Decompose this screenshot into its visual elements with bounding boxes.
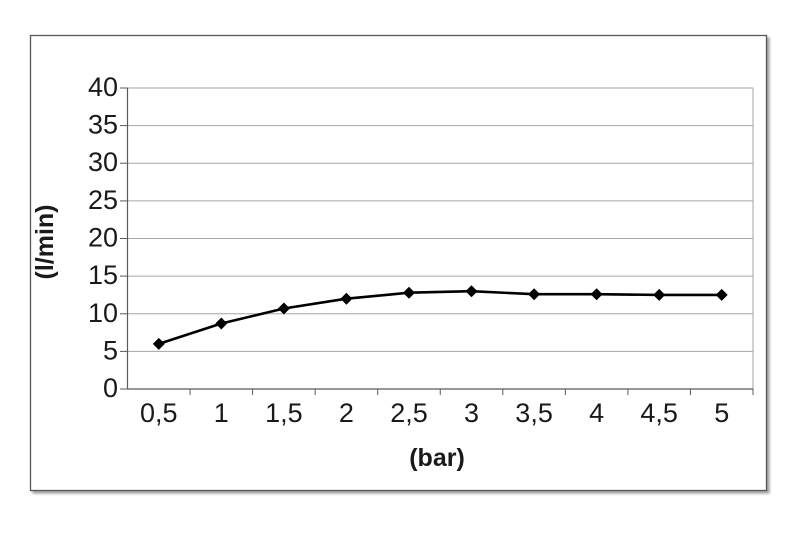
svg-text:2,5: 2,5 [390,398,428,428]
svg-text:30: 30 [88,147,118,177]
svg-text:4: 4 [589,398,604,428]
svg-text:1,5: 1,5 [265,398,303,428]
svg-text:2: 2 [339,398,354,428]
svg-text:10: 10 [88,298,118,328]
svg-text:3: 3 [464,398,479,428]
svg-text:20: 20 [88,223,118,253]
svg-text:40: 40 [88,72,118,102]
svg-text:15: 15 [88,260,118,290]
svg-text:5: 5 [103,335,118,365]
svg-text:0: 0 [103,373,118,403]
svg-text:(bar): (bar) [409,444,465,472]
svg-text:1: 1 [214,398,229,428]
svg-text:5: 5 [714,398,729,428]
svg-text:25: 25 [88,185,118,215]
svg-text:35: 35 [88,110,118,140]
svg-text:0,5: 0,5 [140,398,178,428]
svg-text:3,5: 3,5 [515,398,553,428]
svg-text:(l/min): (l/min) [31,205,59,280]
svg-text:4,5: 4,5 [640,398,678,428]
